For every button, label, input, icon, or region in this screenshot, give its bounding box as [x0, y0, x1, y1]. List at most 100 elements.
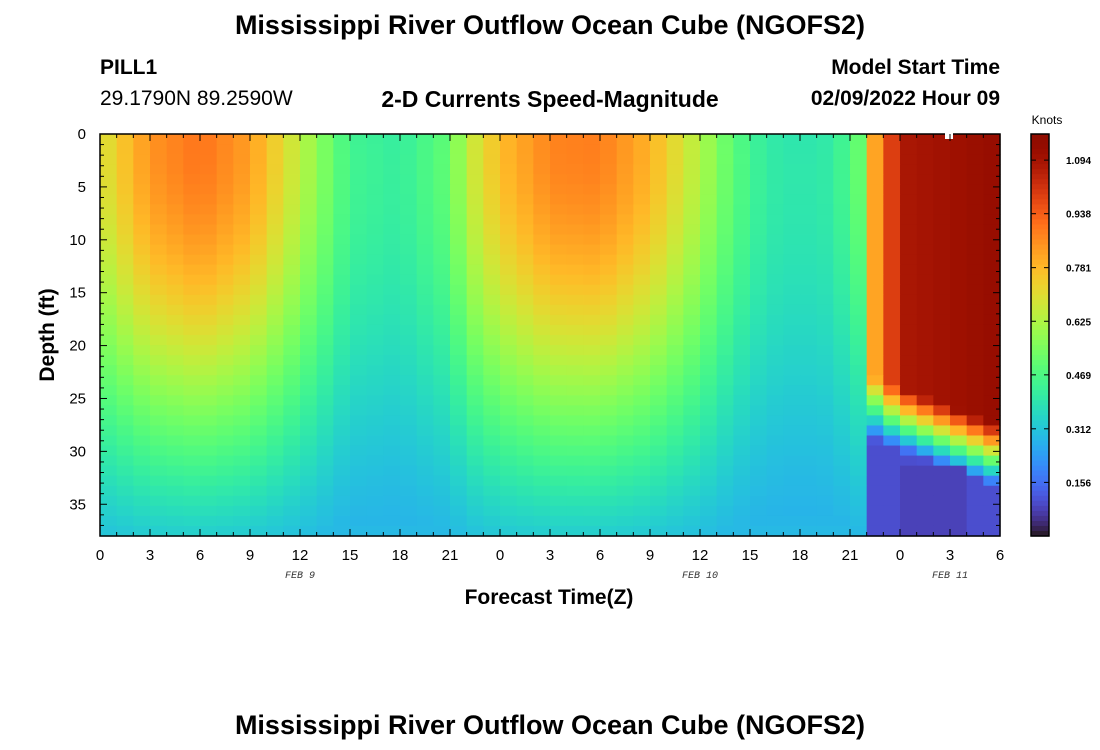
heatmap-cell [433, 475, 451, 487]
heatmap-cell [950, 395, 968, 406]
heatmap-cell [533, 335, 551, 346]
heatmap-cell [233, 375, 251, 386]
heatmap-cell [216, 365, 234, 376]
heatmap-cell [633, 304, 651, 316]
heatmap-cell [900, 324, 918, 336]
heatmap-cell [133, 505, 151, 517]
heatmap-cell [683, 385, 701, 396]
heatmap-cell [233, 505, 251, 517]
heatmap-cell [850, 194, 868, 205]
heatmap-cell [183, 284, 201, 296]
heatmap-cell [766, 475, 784, 487]
heatmap-cell [100, 214, 118, 226]
heatmap-cell [900, 224, 918, 236]
heatmap-cell [550, 134, 568, 145]
heatmap-cell [266, 214, 284, 226]
heatmap-cell [916, 395, 934, 406]
heatmap-cell [166, 455, 184, 467]
colorbar-segment [1031, 470, 1049, 477]
heatmap-cell [116, 284, 134, 296]
heatmap-cell [333, 455, 351, 467]
heatmap-cell [700, 224, 718, 236]
heatmap-cell [950, 134, 968, 145]
heatmap-cell [666, 144, 684, 155]
heatmap-cell [566, 525, 584, 537]
heatmap-cell [783, 525, 801, 537]
heatmap-cell [883, 505, 901, 517]
heatmap-cell [466, 194, 484, 205]
heatmap-cell [783, 164, 801, 175]
heatmap-cell [650, 154, 668, 165]
heatmap-cell [966, 284, 984, 296]
heatmap-cell [200, 134, 218, 145]
heatmap-cell [550, 264, 568, 276]
x-tick-label: 12 [692, 547, 709, 564]
heatmap-cell [500, 495, 518, 507]
heatmap-cell [100, 184, 118, 195]
heatmap-cell [316, 184, 334, 195]
heatmap-cell [400, 515, 418, 527]
heatmap-cell [100, 335, 118, 346]
heatmap-cell [883, 395, 901, 406]
heatmap-cell [116, 254, 134, 266]
heatmap-cell [100, 284, 118, 296]
heatmap-cell [916, 435, 934, 447]
heatmap-cell [700, 204, 718, 215]
heatmap-cell [183, 425, 201, 437]
heatmap-cell [716, 415, 734, 427]
heatmap-cell [183, 375, 201, 386]
heatmap-cell [366, 304, 384, 316]
heatmap-cell [300, 445, 318, 457]
heatmap-cell [316, 345, 334, 356]
heatmap-cell [333, 294, 351, 306]
heatmap-cell [516, 314, 534, 326]
heatmap-cell [800, 144, 818, 155]
heatmap-cell [200, 345, 218, 356]
heatmap-cell [650, 234, 668, 246]
heatmap-cell [766, 174, 784, 185]
heatmap-cell [400, 365, 418, 376]
heatmap-cell [883, 274, 901, 286]
heatmap-cell [216, 294, 234, 306]
heatmap-cell [966, 355, 984, 366]
heatmap-cell [233, 395, 251, 406]
heatmap-cell [350, 405, 368, 416]
heatmap-cell [750, 395, 768, 406]
heatmap-cell [216, 485, 234, 497]
heatmap-cell [783, 465, 801, 477]
heatmap-cell [400, 184, 418, 195]
colorbar-segment [1031, 525, 1049, 532]
heatmap-cell [466, 495, 484, 507]
heatmap-cell [466, 214, 484, 226]
heatmap-cell [200, 194, 218, 205]
heatmap-cell [966, 405, 984, 416]
heatmap-cell [233, 435, 251, 447]
heatmap-cell [616, 164, 634, 175]
heatmap-cell [333, 395, 351, 406]
heatmap-cell [850, 304, 868, 316]
x-tick-label: 6 [996, 547, 1004, 564]
heatmap-cell [983, 415, 1001, 427]
heatmap-cell [966, 465, 984, 477]
heatmap-cell [583, 174, 601, 185]
heatmap-cell [766, 224, 784, 236]
x-tick-label: 0 [896, 547, 904, 564]
heatmap-cell [200, 234, 218, 246]
heatmap-cell [533, 395, 551, 406]
heatmap-cell [950, 345, 968, 356]
heatmap-cell [433, 194, 451, 205]
heatmap-cell [750, 324, 768, 336]
heatmap-cell [350, 475, 368, 487]
heatmap-cell [100, 274, 118, 286]
heatmap-cell [500, 475, 518, 487]
heatmap-cell [850, 435, 868, 447]
heatmap-cell [200, 274, 218, 286]
heatmap-cell [633, 204, 651, 215]
heatmap-cell [733, 184, 751, 195]
heatmap-cell [916, 214, 934, 226]
heatmap-cell [483, 445, 501, 457]
heatmap-cell [716, 455, 734, 467]
heatmap-cell [150, 485, 168, 497]
heatmap-cell [516, 274, 534, 286]
heatmap-cell [450, 365, 468, 376]
